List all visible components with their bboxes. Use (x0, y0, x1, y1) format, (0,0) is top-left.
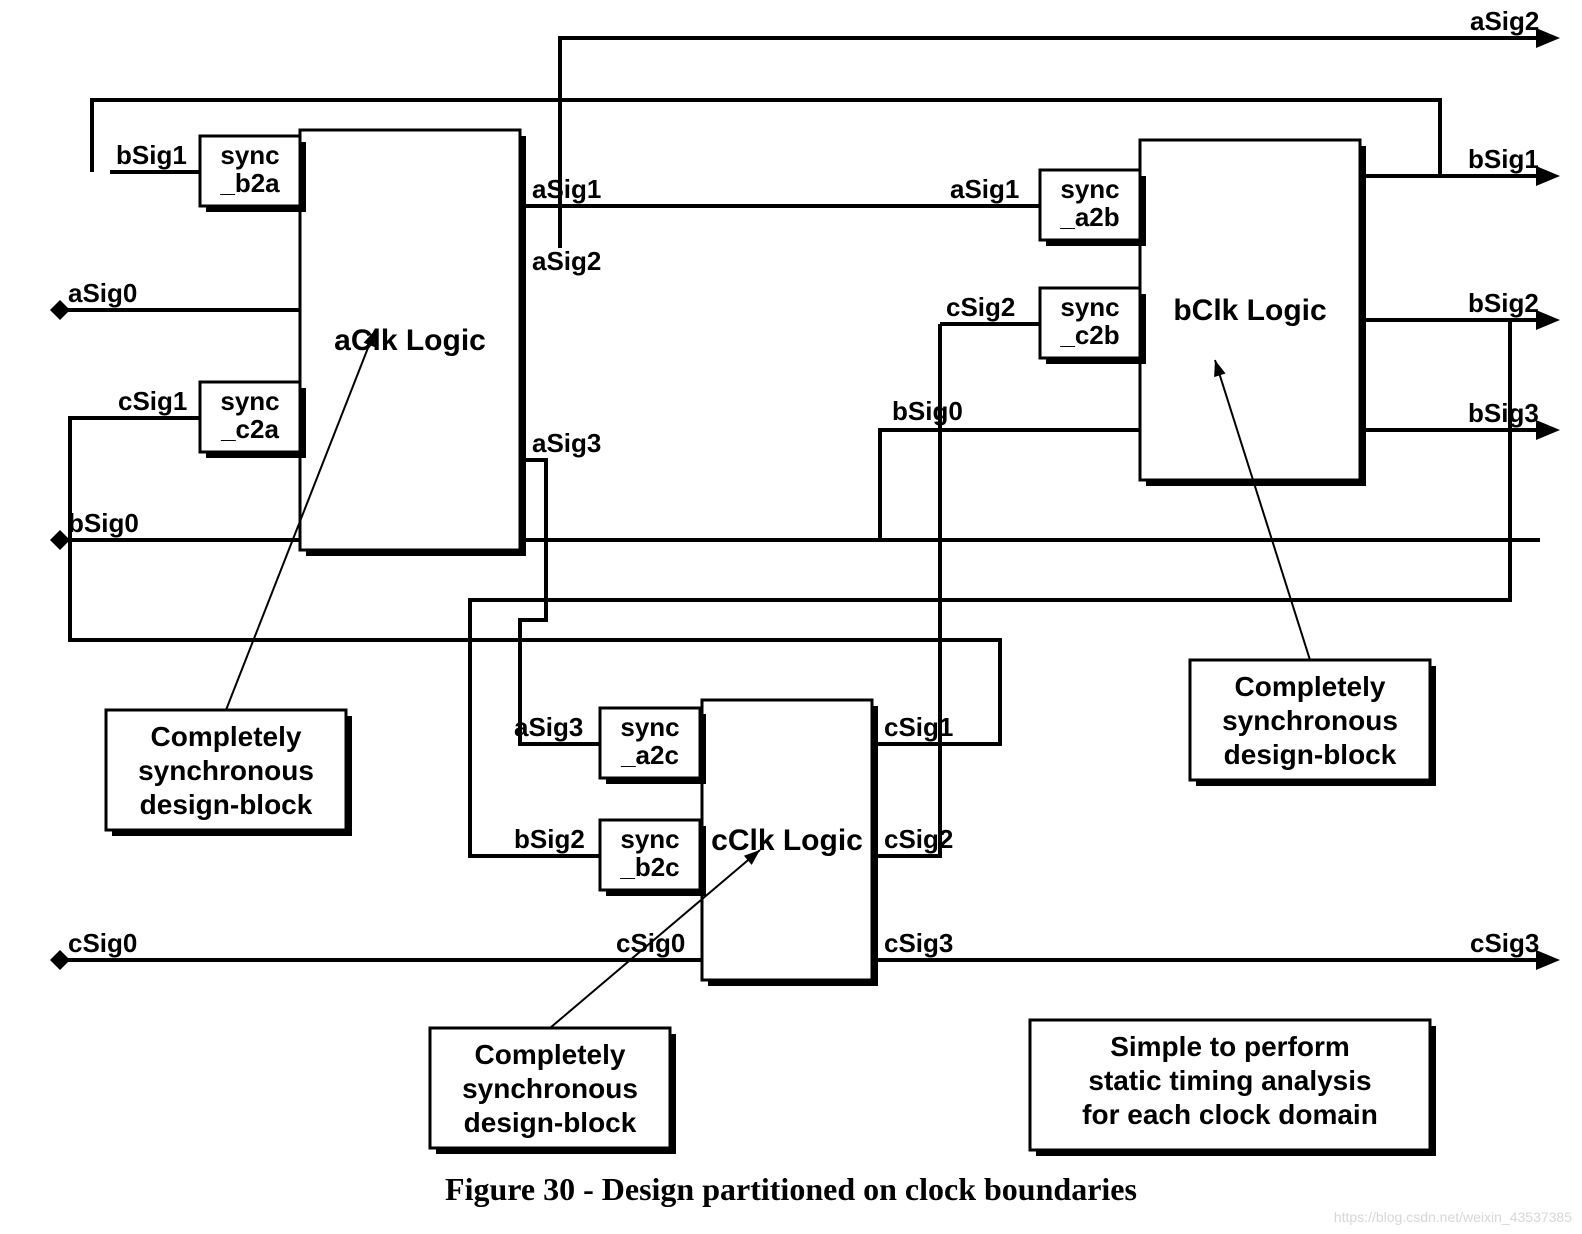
sync-b2a: sync_b2a (219, 140, 280, 198)
svg-text:cSig2: cSig2 (946, 292, 1015, 322)
svg-text:bSig1: bSig1 (116, 140, 187, 170)
svg-text:_c2b: _c2b (1059, 320, 1119, 350)
annotation-c-line0: Completely (475, 1039, 626, 1070)
svg-text:aSig3: aSig3 (532, 428, 601, 458)
svg-text:aSig1: aSig1 (532, 174, 601, 204)
watermark: https://blog.csdn.net/weixin_43537385 (1334, 1209, 1572, 1225)
annotation-a-line2: design-block (140, 789, 313, 820)
svg-text:cSig1: cSig1 (884, 712, 953, 742)
svg-text:aSig1: aSig1 (950, 174, 1019, 204)
svg-text:bSig2: bSig2 (514, 824, 585, 854)
svg-text:cSig0: cSig0 (68, 928, 137, 958)
svg-text:bSig1: bSig1 (1468, 144, 1539, 174)
svg-text:bSig0: bSig0 (892, 396, 963, 426)
svg-text:sync: sync (1060, 292, 1119, 322)
sync-a2c: sync_a2c (620, 712, 680, 770)
svg-text:_c2a: _c2a (220, 414, 279, 444)
logic-block-b-label: bClk Logic (1173, 294, 1326, 327)
svg-text:aSig2: aSig2 (532, 246, 601, 276)
svg-text:cSig3: cSig3 (884, 928, 953, 958)
svg-text:_b2a: _b2a (219, 168, 280, 198)
annotation-note-line0: Simple to perform (1110, 1031, 1350, 1062)
annotation-c-line1: synchronous (462, 1073, 638, 1104)
svg-text:_b2c: _b2c (619, 852, 679, 882)
figure-caption: Figure 30 - Design partitioned on clock … (445, 1171, 1137, 1207)
annotation-note-line1: static timing analysis (1088, 1065, 1371, 1096)
svg-text:aSig0: aSig0 (68, 278, 137, 308)
svg-text:bSig0: bSig0 (68, 508, 139, 538)
svg-text:_a2c: _a2c (620, 740, 679, 770)
annotation-b-line0: Completely (1235, 671, 1386, 702)
annotation-a-line1: synchronous (138, 755, 314, 786)
sync-a2b: sync_a2b (1059, 174, 1119, 232)
sync-c2a: sync_c2a (220, 386, 280, 444)
annotation-c-line2: design-block (464, 1107, 637, 1138)
svg-text:sync: sync (1060, 174, 1119, 204)
annotation-b-line1: synchronous (1222, 705, 1398, 736)
svg-text:cSig3: cSig3 (1470, 928, 1539, 958)
svg-text:bSig2: bSig2 (1468, 288, 1539, 318)
svg-text:sync: sync (220, 140, 279, 170)
svg-text:bSig3: bSig3 (1468, 398, 1539, 428)
sync-c2b: sync_c2b (1059, 292, 1119, 350)
svg-text:sync: sync (620, 824, 679, 854)
annotation-b-line2: design-block (1224, 739, 1397, 770)
svg-text:_a2b: _a2b (1059, 202, 1119, 232)
sync-b2c: sync_b2c (619, 824, 679, 882)
annotation-note-line2: for each clock domain (1082, 1099, 1378, 1130)
logic-block-a-label: aClk Logic (334, 324, 486, 357)
svg-text:cSig2: cSig2 (884, 824, 953, 854)
svg-text:aSig3: aSig3 (514, 712, 583, 742)
svg-text:sync: sync (620, 712, 679, 742)
svg-text:sync: sync (220, 386, 279, 416)
svg-text:cSig1: cSig1 (118, 386, 187, 416)
logic-block-c-label: cClk Logic (711, 824, 863, 857)
annotation-a-line0: Completely (151, 721, 302, 752)
svg-text:aSig2: aSig2 (1470, 6, 1539, 36)
